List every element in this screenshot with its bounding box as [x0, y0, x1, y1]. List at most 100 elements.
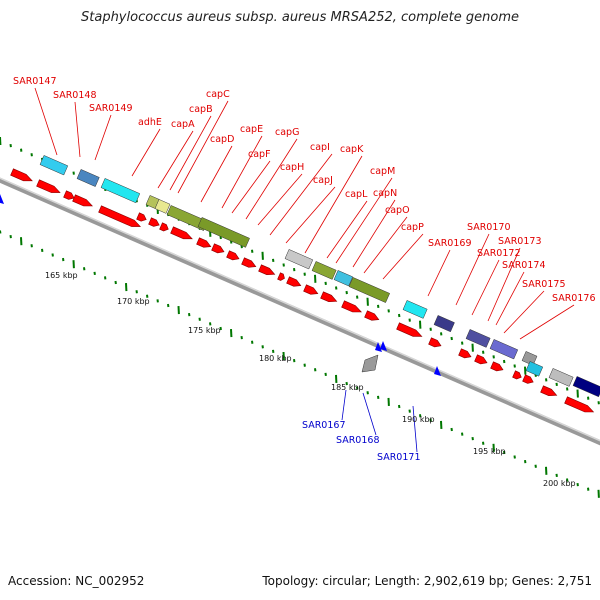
feature-block: [465, 329, 491, 348]
reverse-gene-block: [361, 354, 379, 373]
label-leader: [200, 145, 233, 203]
gene-label: capM: [370, 166, 395, 177]
genome-backbone: [0, 177, 600, 446]
forward-gene-arrow: [136, 212, 147, 222]
forward-gene-arrow: [241, 257, 257, 268]
feature-block: [154, 199, 171, 214]
forward-gene-arrow: [277, 272, 285, 281]
label-leader: [269, 153, 333, 236]
reverse-gene-arrow: [434, 366, 441, 376]
label-leader: [34, 87, 58, 156]
label-leader: [326, 200, 368, 259]
gene-label: capD: [210, 134, 234, 145]
feature-block: [402, 300, 428, 319]
label-leader: [363, 216, 408, 274]
inner-tick-track: [0, 230, 600, 498]
scale-label: 200 kbp: [543, 479, 576, 488]
label-leader: [231, 160, 271, 214]
label-leader: [471, 259, 500, 316]
gene-label: SAR0171: [377, 452, 420, 463]
label-leader: [157, 130, 194, 189]
gene-label: SAR0170: [467, 222, 510, 233]
feature-block: [39, 155, 69, 176]
gene-label: capB: [189, 104, 213, 115]
forward-gene-arrow: [148, 217, 160, 227]
feature-block: [333, 270, 354, 287]
gene-label: capA: [171, 119, 195, 130]
forward-gene-arrow: [428, 337, 442, 348]
scale-label: 185 kbp: [331, 383, 364, 392]
gene-label: capH: [280, 162, 304, 173]
label-leader: [177, 100, 229, 194]
label-leader: [427, 249, 451, 297]
forward-gene-arrow: [63, 190, 75, 200]
gene-label: SAR0169: [428, 238, 471, 249]
forward-gene-arrow: [512, 370, 522, 380]
forward-gene-arrow: [196, 237, 212, 248]
label-leader: [285, 186, 336, 244]
label-leader: [412, 405, 418, 453]
label-leader: [131, 128, 161, 177]
scale-label: 195 kbp: [473, 447, 506, 456]
label-leader: [245, 138, 298, 220]
feature-block: [100, 178, 141, 204]
label-leader: [304, 155, 363, 254]
reverse-gene-track: [0, 194, 441, 376]
forward-gene-arrow: [320, 291, 338, 303]
gene-label: SAR0147: [13, 76, 56, 87]
gene-labels: SAR0147 SAR0148 SAR0149 adhE capA capB capC cap…: [13, 76, 595, 463]
feature-track: [39, 155, 600, 398]
label-leader: [352, 199, 396, 268]
feature-block: [311, 261, 337, 280]
forward-gene-arrow: [474, 354, 488, 365]
forward-gene-arrow: [36, 179, 61, 193]
forward-gene-arrow: [303, 284, 319, 295]
label-leader: [519, 304, 575, 340]
scale-label: 170 kbp: [117, 297, 150, 306]
forward-gene-arrow: [396, 322, 423, 337]
scale-label: 175 kbp: [188, 326, 221, 335]
label-leader: [257, 173, 303, 226]
scale-labels: 165 kbp 170 kbp 175 kbp 180 kbp 185 kbp 190 k…: [45, 271, 576, 488]
gene-label: capC: [206, 89, 230, 100]
map-title: Staphylococcus aureus subsp. aureus MRSA…: [81, 10, 519, 25]
forward-gene-track: [10, 168, 595, 413]
gene-label: capI: [310, 142, 330, 153]
forward-gene-arrow: [286, 276, 302, 287]
forward-gene-arrow: [364, 310, 380, 321]
forward-gene-arrow: [490, 361, 504, 372]
forward-gene-arrow: [564, 396, 595, 413]
feature-block: [166, 205, 209, 231]
gene-label: SAR0172: [477, 248, 520, 259]
label-leader: [382, 233, 424, 280]
gene-label: adhE: [138, 117, 162, 128]
gene-label: capO: [385, 205, 410, 216]
scale-label: 180 kbp: [259, 354, 292, 363]
forward-gene-arrow: [540, 385, 558, 397]
gene-label: capK: [340, 144, 364, 155]
label-leader: [503, 290, 545, 334]
feature-block: [525, 361, 544, 377]
forward-gene-arrow: [341, 300, 362, 313]
forward-gene-arrow: [211, 243, 225, 254]
forward-gene-arrow: [522, 374, 534, 384]
feature-block: [489, 339, 519, 360]
forward-gene-arrow: [10, 168, 33, 182]
forward-gene-arrow: [98, 205, 141, 227]
reverse-gene-arrow: [380, 341, 387, 351]
gene-label: SAR0174: [502, 260, 545, 271]
gene-label: capP: [401, 222, 424, 233]
label-leader: [221, 135, 263, 209]
feature-block: [284, 249, 314, 270]
label-leader: [495, 271, 525, 326]
scale-label: 165 kbp: [45, 271, 78, 280]
topology-text: Topology: circular; Length: 2,902,619 bp…: [262, 574, 592, 588]
gene-label: capL: [345, 189, 368, 200]
forward-gene-arrow: [458, 348, 472, 359]
label-leader-lines: [34, 87, 575, 453]
feature-block: [197, 217, 250, 248]
label-leader: [74, 101, 81, 158]
gene-label: capN: [373, 188, 397, 199]
gene-label: SAR0148: [53, 90, 96, 101]
